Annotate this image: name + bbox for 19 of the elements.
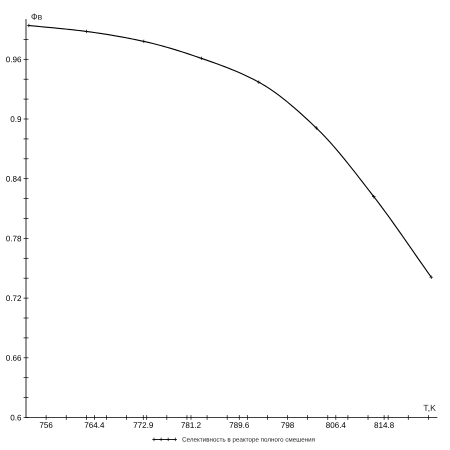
point <box>84 29 88 34</box>
y-tick-label: 0.72 <box>6 295 22 302</box>
x-tick-label: 798 <box>281 422 294 428</box>
x-tick-label: 764.4 <box>84 422 104 428</box>
y-axis-title: Фв <box>31 14 42 20</box>
x-tick-label: 756 <box>40 422 52 428</box>
x-tick-label: 781.2 <box>181 422 201 428</box>
y-tick-label: 0.6 <box>10 414 22 420</box>
x-tick-label: 814.8 <box>374 422 394 428</box>
y-tick-label: 0.9 <box>10 116 22 122</box>
x-tick-label: 789.6 <box>230 422 249 428</box>
y-tick-label: 0.96 <box>6 56 22 62</box>
y-tick-label: 0.78 <box>6 236 22 242</box>
point <box>314 126 318 130</box>
x-tick-label: 772.9 <box>134 422 153 428</box>
x-axis-title: T,K <box>423 404 436 412</box>
x-tick-label: 806.4 <box>326 422 346 428</box>
y-tick-label: 0.84 <box>6 176 22 182</box>
y-tick-label: 0.66 <box>6 355 22 361</box>
